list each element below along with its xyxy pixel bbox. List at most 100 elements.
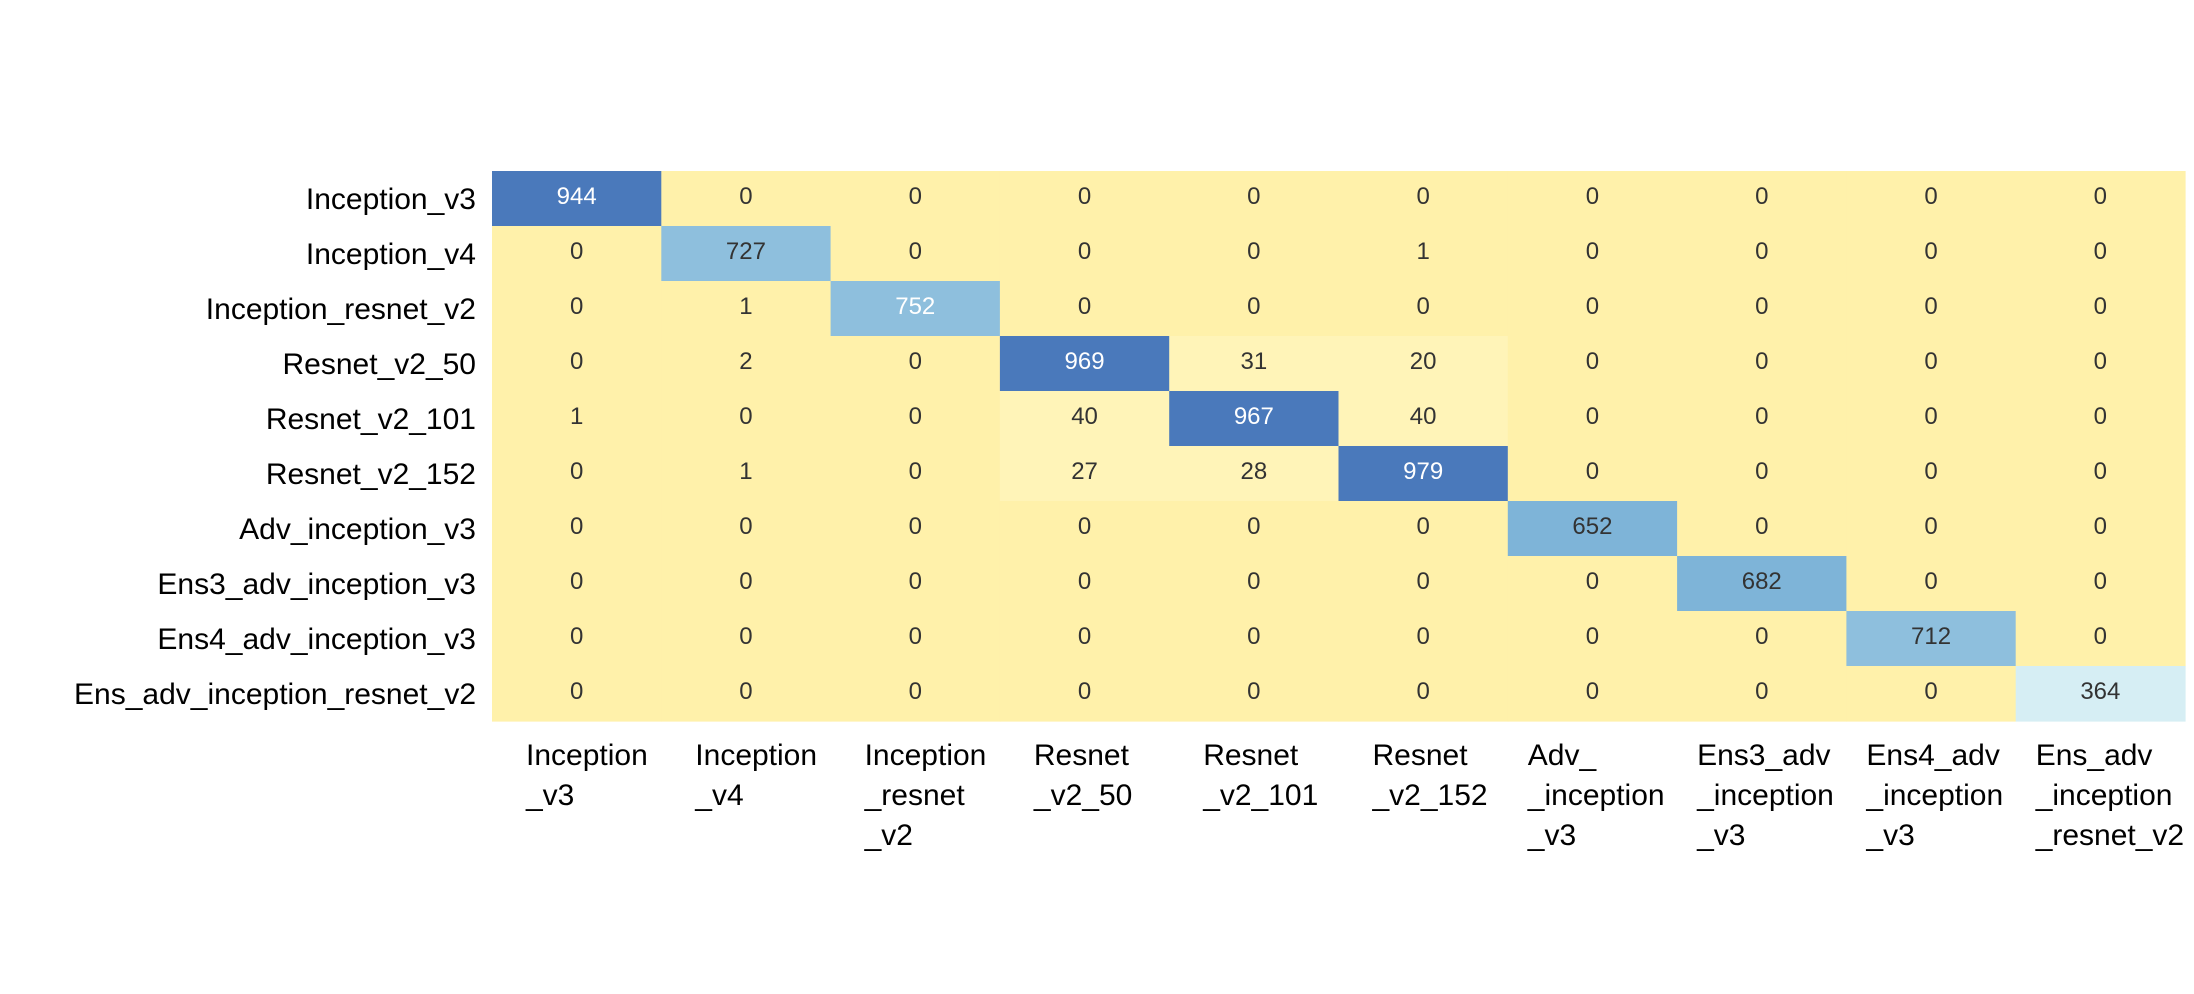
cell-value-label: 0 bbox=[1755, 238, 1768, 265]
heatmap-cell bbox=[661, 281, 832, 337]
cell-value-label: 0 bbox=[1247, 623, 1260, 650]
heatmap-cell bbox=[2015, 666, 2186, 722]
cell-value-label: 20 bbox=[1410, 348, 1437, 375]
cell-value-label: 752 bbox=[895, 293, 935, 320]
cell-value-label: 0 bbox=[1755, 458, 1768, 485]
heatmap-cell bbox=[492, 281, 662, 337]
heatmap-cell bbox=[1507, 501, 1678, 557]
cell-value-label: 0 bbox=[909, 458, 922, 485]
heatmap-cell bbox=[999, 226, 1170, 282]
heatmap-cell bbox=[2015, 611, 2186, 667]
heatmap-cell bbox=[1338, 446, 1509, 502]
heatmap-cell bbox=[1507, 226, 1678, 282]
heatmap-cell bbox=[999, 446, 1170, 502]
cell-value-label: 0 bbox=[1247, 678, 1260, 705]
heatmap-cell bbox=[2015, 446, 2186, 502]
cell-value-label: 28 bbox=[1240, 458, 1267, 485]
heatmap-cell bbox=[1677, 391, 1847, 447]
heatmap-cell bbox=[830, 611, 1001, 667]
heatmap-cell bbox=[830, 501, 1001, 557]
heatmap-cell bbox=[1169, 611, 1340, 667]
cell-value-label: 0 bbox=[1416, 678, 1429, 705]
cell-value-label: 0 bbox=[570, 678, 583, 705]
cell-value-label: 0 bbox=[1078, 568, 1091, 595]
heatmap-cell bbox=[1846, 446, 2017, 502]
heatmap-cell bbox=[661, 336, 832, 392]
heatmap-cell bbox=[1846, 226, 2017, 282]
heatmap-cell bbox=[999, 336, 1170, 392]
row-label: Inception_resnet_v2 bbox=[206, 293, 476, 326]
heatmap-cell bbox=[999, 501, 1170, 557]
row-label: Ens3_adv_inception_v3 bbox=[157, 568, 476, 601]
cell-value-label: 40 bbox=[1410, 403, 1437, 430]
heatmap-cell bbox=[1846, 666, 2017, 722]
cell-value-label: 0 bbox=[570, 568, 583, 595]
row-label: Inception_v4 bbox=[306, 238, 476, 271]
heatmap-cell bbox=[661, 666, 832, 722]
heatmap-cell bbox=[1338, 501, 1509, 557]
cell-value-label: 31 bbox=[1240, 348, 1267, 375]
row-label: Adv_inception_v3 bbox=[239, 513, 476, 546]
cell-value-label: 0 bbox=[2094, 348, 2107, 375]
cell-value-label: 0 bbox=[1755, 403, 1768, 430]
heatmap-cell bbox=[830, 666, 1001, 722]
heatmap-cell bbox=[1846, 171, 2017, 227]
heatmap-cell bbox=[830, 336, 1001, 392]
heatmap-cell bbox=[1507, 336, 1678, 392]
cell-value-label: 0 bbox=[570, 238, 583, 265]
heatmap-cell bbox=[492, 171, 662, 227]
heatmap-cell bbox=[1338, 556, 1509, 612]
column-label: Inception _resnet _v2 bbox=[864, 739, 987, 852]
heatmap-cell bbox=[1677, 171, 1847, 227]
cell-value-label: 652 bbox=[1572, 513, 1612, 540]
heatmap-cell bbox=[661, 226, 832, 282]
cell-value-label: 0 bbox=[1586, 348, 1599, 375]
cell-value-label: 944 bbox=[557, 183, 597, 210]
cell-value-label: 0 bbox=[1078, 183, 1091, 210]
heatmap-cell bbox=[1507, 556, 1678, 612]
heatmap-cell bbox=[1338, 666, 1509, 722]
cell-value-label: 682 bbox=[1742, 568, 1782, 595]
heatmap-cell bbox=[999, 666, 1170, 722]
cell-value-label: 0 bbox=[909, 513, 922, 540]
cell-value-label: 0 bbox=[2094, 403, 2107, 430]
heatmap-cell bbox=[1338, 391, 1509, 447]
heatmap-cell bbox=[2015, 336, 2186, 392]
heatmap-cell bbox=[1677, 281, 1847, 337]
heatmap-cell bbox=[1677, 336, 1847, 392]
heatmap-cell bbox=[999, 391, 1170, 447]
heatmap-cell bbox=[1507, 611, 1678, 667]
cell-value-label: 1 bbox=[570, 403, 583, 430]
heatmap-cell bbox=[1507, 666, 1678, 722]
cell-value-label: 0 bbox=[1586, 568, 1599, 595]
cell-value-label: 2 bbox=[739, 348, 752, 375]
heatmap-cell bbox=[492, 666, 662, 722]
heatmap-cell bbox=[1169, 171, 1340, 227]
heatmap-cell bbox=[1507, 391, 1678, 447]
heatmap-cell bbox=[1169, 446, 1340, 502]
heatmap-cell bbox=[999, 281, 1170, 337]
heatmap-cell bbox=[1169, 391, 1340, 447]
cell-value-label: 0 bbox=[2094, 293, 2107, 320]
heatmap-cell bbox=[1507, 281, 1678, 337]
cell-value-label: 0 bbox=[1924, 348, 1937, 375]
heatmap-cell bbox=[661, 446, 832, 502]
row-label: Resnet_v2_50 bbox=[283, 348, 476, 381]
heatmap-cell bbox=[1338, 171, 1509, 227]
cell-value-label: 0 bbox=[909, 348, 922, 375]
cell-value-label: 0 bbox=[1247, 513, 1260, 540]
row-label: Ens_adv_inception_resnet_v2 bbox=[74, 678, 476, 711]
cell-value-label: 979 bbox=[1403, 458, 1443, 485]
heatmap-cell bbox=[830, 281, 1001, 337]
cell-value-label: 0 bbox=[909, 403, 922, 430]
heatmap-cell bbox=[999, 171, 1170, 227]
cell-value-label: 27 bbox=[1071, 458, 1098, 485]
heatmap-cell bbox=[830, 446, 1001, 502]
heatmap-cell bbox=[1846, 336, 2017, 392]
cell-value-label: 0 bbox=[1078, 513, 1091, 540]
cell-value-label: 0 bbox=[1416, 623, 1429, 650]
heatmap-cell bbox=[661, 556, 832, 612]
column-label: Resnet _v2_152 bbox=[1372, 739, 1488, 812]
column-label: Resnet _v2_50 bbox=[1033, 739, 1132, 812]
cell-value-label: 0 bbox=[1247, 183, 1260, 210]
